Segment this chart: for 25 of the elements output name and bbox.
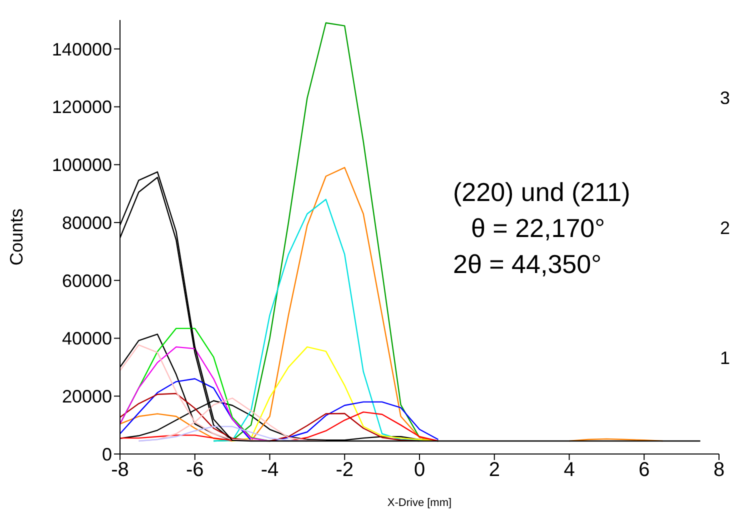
y-tick-label: 40000 <box>62 328 112 349</box>
x-tick-label: -2 <box>336 459 354 482</box>
x-tick-label: 2 <box>488 459 500 482</box>
y-tick-label: 60000 <box>62 270 112 291</box>
x-tick-label: 8 <box>713 459 725 482</box>
x-tick-label: -4 <box>260 459 279 482</box>
y-tick-label: 0 <box>102 444 112 464</box>
text: 2 <box>720 218 730 239</box>
annotation: 2θ = 44,350° <box>453 248 602 281</box>
x-tick-label: 6 <box>638 459 650 482</box>
y-axis-title: Counts <box>6 208 26 266</box>
annotation: (220) und (211) <box>453 176 630 209</box>
y-tick-label: 100000 <box>52 155 112 176</box>
y-tick-label: 20000 <box>62 386 112 407</box>
x-tick-label: -8 <box>111 459 129 482</box>
y-tick-label: 120000 <box>52 97 112 118</box>
y-tick-label: 80000 <box>62 212 112 233</box>
y-tick-label: 140000 <box>52 39 112 60</box>
text: 1 <box>720 348 730 369</box>
text: 3 <box>720 88 730 109</box>
x-tick-label: 0 <box>414 459 426 482</box>
annotation: θ = 22,170° <box>470 212 606 245</box>
x-tick-label: 4 <box>564 459 575 482</box>
x-tick-label: -6 <box>186 459 204 482</box>
x-axis-title: X-Drive [mm] <box>387 497 452 509</box>
